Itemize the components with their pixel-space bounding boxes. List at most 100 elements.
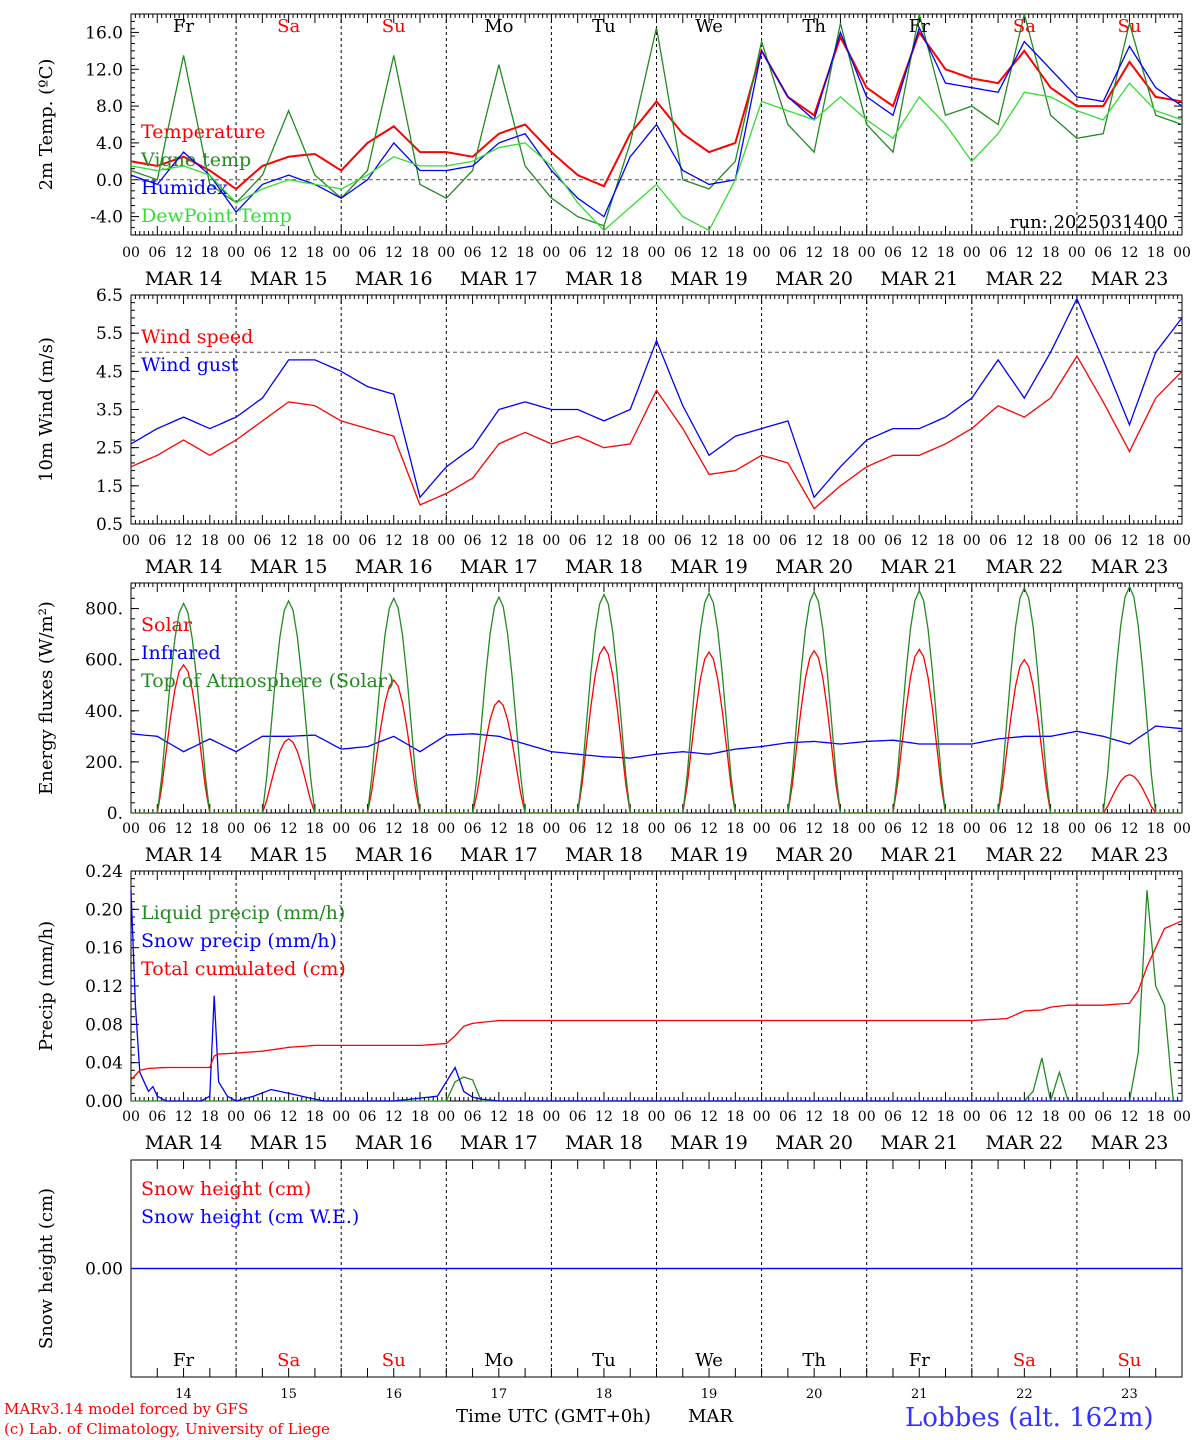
legend-label: Snow height (cm W.E.) [141,1206,359,1228]
panel-4: 0.24 0.20 0.16 0.12 0.08 0.04 0.00 Precip (mm/h… [36,862,1191,1154]
legend-label: Humidex [141,177,228,199]
hour-label: 06 [359,533,377,549]
hour-label: 12 [700,1109,718,1125]
hour-label: 06 [884,1109,902,1125]
y-tick-label: 1.5 [96,477,123,497]
hour-label: 18 [201,533,219,549]
hour-label: 12 [1121,821,1139,837]
series-line-vigne-temp [130,13,1183,227]
hour-label: 06 [989,245,1007,261]
hour-label: 12 [595,533,613,549]
date-label: MAR 16 [355,268,433,290]
hour-label: 12 [910,821,928,837]
hour-label: 00 [332,1109,350,1125]
y-tick-label: 3.5 [96,401,123,421]
date-label: MAR 23 [1091,844,1169,866]
hour-label: 06 [884,245,902,261]
hour-label: 06 [989,1109,1007,1125]
weekday-label: Sa [277,16,300,37]
hour-label: 18 [621,1109,639,1125]
hour-label: 12 [175,245,193,261]
hour-label: 06 [1094,533,1112,549]
hour-label: 18 [937,245,955,261]
hour-label: 12 [910,1109,928,1125]
hour-label: 18 [201,245,219,261]
hour-label: 00 [542,1109,560,1125]
hour-label: 18 [306,245,324,261]
panel-5: 0.00 Snow height (cm) Snow height (cm) Snow… [36,1159,1183,1402]
y-axis-title: Energy fluxes (W/m²) [36,601,57,795]
date-label: MAR 15 [250,268,328,290]
weekday-label: Mo [484,1350,513,1371]
date-label: MAR 14 [145,844,223,866]
hour-label: 12 [1015,1109,1033,1125]
hour-label: 06 [569,533,587,549]
date-label: MAR 20 [775,844,853,866]
date-label: MAR 19 [670,556,748,578]
y-tick-label: 12.0 [85,60,123,80]
hour-label: 12 [1015,821,1033,837]
date-label: MAR 15 [250,844,328,866]
hour-label: 06 [674,245,692,261]
weekday-label: Tu [592,1350,616,1371]
panel-3: 800. 600. 400. 200. 0. Energy fluxes (W/m²) So… [36,582,1191,866]
hour-label: 18 [306,1109,324,1125]
day-number-label: 23 [1121,1387,1138,1402]
hour-label: 18 [1042,533,1060,549]
date-label: MAR 21 [880,844,958,866]
day-number-label: 15 [280,1387,297,1402]
weekday-label: Su [382,1350,406,1371]
y-tick-label: 0.08 [85,1015,123,1035]
y-tick-label: 800. [85,600,123,620]
hour-label: 18 [1147,1109,1165,1125]
hour-label: 12 [805,245,823,261]
date-label: MAR 16 [355,844,433,866]
weekday-label: Su [1117,16,1141,37]
run-annotation: run: 2025031400 [1010,212,1168,233]
y-tick-label: 2.5 [96,439,123,459]
date-label: MAR 19 [670,844,748,866]
hour-label: 00 [227,245,245,261]
date-label: MAR 22 [985,268,1063,290]
hour-label: 00 [648,1109,666,1125]
hour-label: 18 [832,533,850,549]
hour-label: 00 [753,1109,771,1125]
hour-label: 00 [437,821,455,837]
legend-label: Solar [141,614,193,636]
hour-label: 00 [542,245,560,261]
lab-credit: (c) Lab. of Climatology, University of L… [4,1420,330,1438]
hour-label: 12 [280,533,298,549]
hour-label: 00 [122,821,140,837]
legend-label: Infrared [141,642,221,664]
hour-label: 18 [832,245,850,261]
hour-label: 06 [464,245,482,261]
hour-label: 12 [1121,245,1139,261]
weekday-label: Mo [484,16,513,37]
hour-label: 00 [753,821,771,837]
series-line-total-cumulated-cm- [130,920,1183,1081]
date-label: MAR 17 [460,268,538,290]
hour-label: 00 [437,533,455,549]
hour-label: 06 [674,1109,692,1125]
hour-label: 12 [1015,245,1033,261]
hour-label: 00 [648,245,666,261]
hour-label: 12 [910,245,928,261]
date-label: MAR 23 [1091,1132,1169,1154]
y-tick-label: 5.5 [96,324,123,344]
legend-label: Vigne temp [140,149,251,171]
hour-label: 00 [122,1109,140,1125]
hour-label: 18 [516,1109,534,1125]
date-label: MAR 14 [145,1132,223,1154]
series-line-wind-speed [130,354,1183,510]
date-label: MAR 21 [880,1132,958,1154]
hour-label: 18 [1042,1109,1060,1125]
hour-label: 00 [1173,1109,1191,1125]
hour-label: 00 [437,245,455,261]
legend-label: Wind gust [141,354,239,376]
hour-label: 12 [1015,533,1033,549]
hour-label: 06 [464,821,482,837]
y-tick-label: 6.5 [96,286,123,306]
y-tick-label: 0.00 [85,1092,123,1112]
weekday-label: Th [802,16,826,37]
